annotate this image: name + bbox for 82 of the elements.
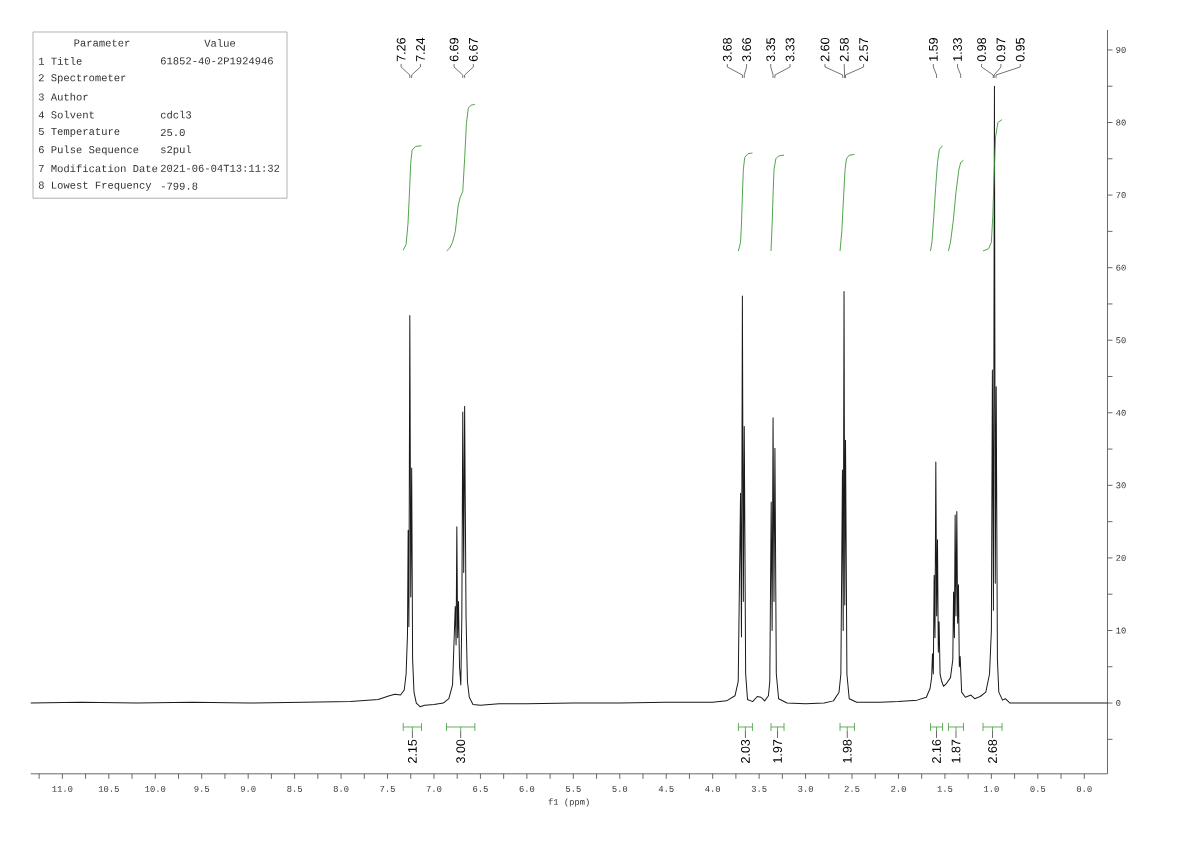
x-tick-label: 11.0	[52, 785, 73, 792]
annotation: 2.15	[407, 739, 417, 763]
annotation: 2.60	[820, 37, 830, 62]
x-tick-label: 4.0	[705, 785, 721, 792]
y-tick-label: 50	[1116, 337, 1126, 344]
text: 2 Spectrometer	[38, 74, 126, 84]
x-tick-label: 0.5	[1030, 785, 1046, 792]
annotation: 7.24	[416, 37, 425, 62]
x-tick-label: 9.5	[194, 785, 210, 792]
line-series	[948, 159, 964, 252]
text: 6 Pulse Sequence	[38, 145, 139, 156]
x-tick-label: 8.5	[287, 785, 302, 792]
y-tick-label: 60	[1116, 264, 1126, 271]
annotation: 0.95	[1015, 37, 1025, 62]
annotation: 6.69	[449, 38, 459, 62]
x-tick-label: 7.5	[380, 786, 395, 792]
x-tick-label: 3.5	[751, 785, 767, 792]
x-tick-label: 6.0	[519, 785, 535, 792]
annotation: 1.33	[953, 38, 962, 61]
y-tick-label: 0	[1116, 700, 1121, 707]
y-tick-label: 80	[1116, 119, 1126, 126]
annotation: 2.58	[839, 38, 849, 62]
annotation: 0.97	[996, 38, 1006, 62]
text: 3 Author	[38, 92, 88, 101]
y-tick-label: 30	[1116, 482, 1126, 489]
annotation: 6.67	[468, 38, 478, 62]
y-tick-label: 40	[1116, 409, 1126, 416]
x-tick-label: 3.0	[798, 785, 813, 792]
x-tick-label: 1.5	[937, 786, 953, 792]
category-label: Value	[204, 39, 236, 47]
line-series	[446, 103, 476, 252]
x-tick-label: 9.0	[240, 785, 256, 792]
category-label: Parameter	[74, 39, 130, 47]
line-series	[930, 145, 943, 252]
text: 2021-06-04T13:11:32	[160, 164, 280, 172]
annotation: 3.33	[785, 38, 795, 62]
annotation: 1.59	[928, 38, 938, 61]
x-tick-label: 6.5	[473, 785, 488, 792]
text: 5 Temperature	[38, 127, 120, 138]
x-tick-label: 0.0	[1076, 785, 1092, 792]
text: 8 Lowest Frequency	[38, 181, 152, 191]
text: -799.8	[161, 182, 198, 190]
y-tick-label: 10	[1116, 627, 1126, 634]
text: cdcl3	[160, 110, 192, 119]
text: 7 Modification Date	[39, 164, 158, 173]
line-series	[770, 154, 785, 252]
annotation: 1.97	[773, 739, 782, 763]
x-tick-label: 1.0	[984, 785, 999, 792]
annotation: 0.98	[977, 38, 987, 62]
x-tick-label: 5.0	[612, 785, 628, 792]
text: s2pul	[161, 145, 192, 156]
text: 61852-40-2P1924946	[160, 57, 273, 65]
y-tick-label: 70	[1116, 192, 1126, 199]
x-tick-label: 2.5	[844, 785, 860, 792]
annotation: 7.26	[396, 38, 406, 62]
annotation: 3.00	[456, 739, 466, 764]
text: 4 Solvent	[38, 110, 94, 119]
line-series	[737, 152, 753, 252]
x-tick-label: 2.0	[891, 785, 906, 792]
line-series	[402, 145, 422, 251]
x-tick-label: 5.5	[565, 786, 581, 792]
text: 1 Title	[38, 57, 82, 65]
x-tick-label: 4.5	[658, 786, 674, 792]
annotation: 2.68	[988, 739, 997, 763]
annotation: 1.87	[951, 739, 961, 763]
x-axis-title: f1 (ppm)	[548, 798, 589, 807]
annotation: 1.98	[842, 739, 852, 763]
annotation: 2.16	[932, 739, 941, 763]
annotation: 3.35	[766, 37, 776, 62]
x-tick-label: 10.5	[98, 785, 119, 792]
y-tick-label: 90	[1116, 46, 1126, 53]
x-tick-label: 10.0	[145, 785, 166, 792]
x-tick-label: 8.0	[333, 785, 349, 792]
annotation: 2.57	[859, 38, 869, 62]
annotation: 2.03	[741, 739, 750, 763]
y-tick-label: 20	[1116, 554, 1126, 561]
line-series	[839, 153, 855, 252]
line-series	[982, 119, 1003, 252]
x-tick-label: 7.0	[426, 785, 442, 792]
annotation: 3.68	[722, 38, 732, 62]
text: 25.0	[160, 128, 185, 137]
annotation: 3.66	[742, 38, 752, 62]
